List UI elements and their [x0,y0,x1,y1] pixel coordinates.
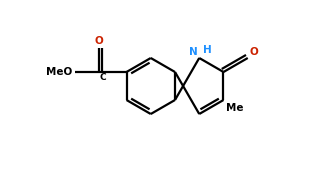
Text: Me: Me [226,103,244,113]
Text: O: O [250,47,259,57]
Text: C: C [99,73,106,82]
Text: MeO: MeO [46,67,73,77]
Text: N: N [189,47,198,57]
Text: H: H [203,45,212,55]
Text: O: O [94,36,103,46]
